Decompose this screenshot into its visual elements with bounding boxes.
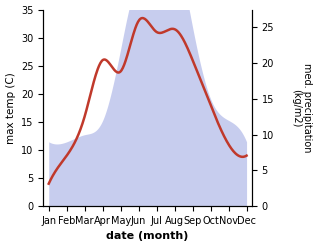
X-axis label: date (month): date (month)	[107, 231, 189, 242]
Y-axis label: med. precipitation
(kg/m2): med. precipitation (kg/m2)	[291, 63, 313, 153]
Y-axis label: max temp (C): max temp (C)	[5, 72, 16, 144]
